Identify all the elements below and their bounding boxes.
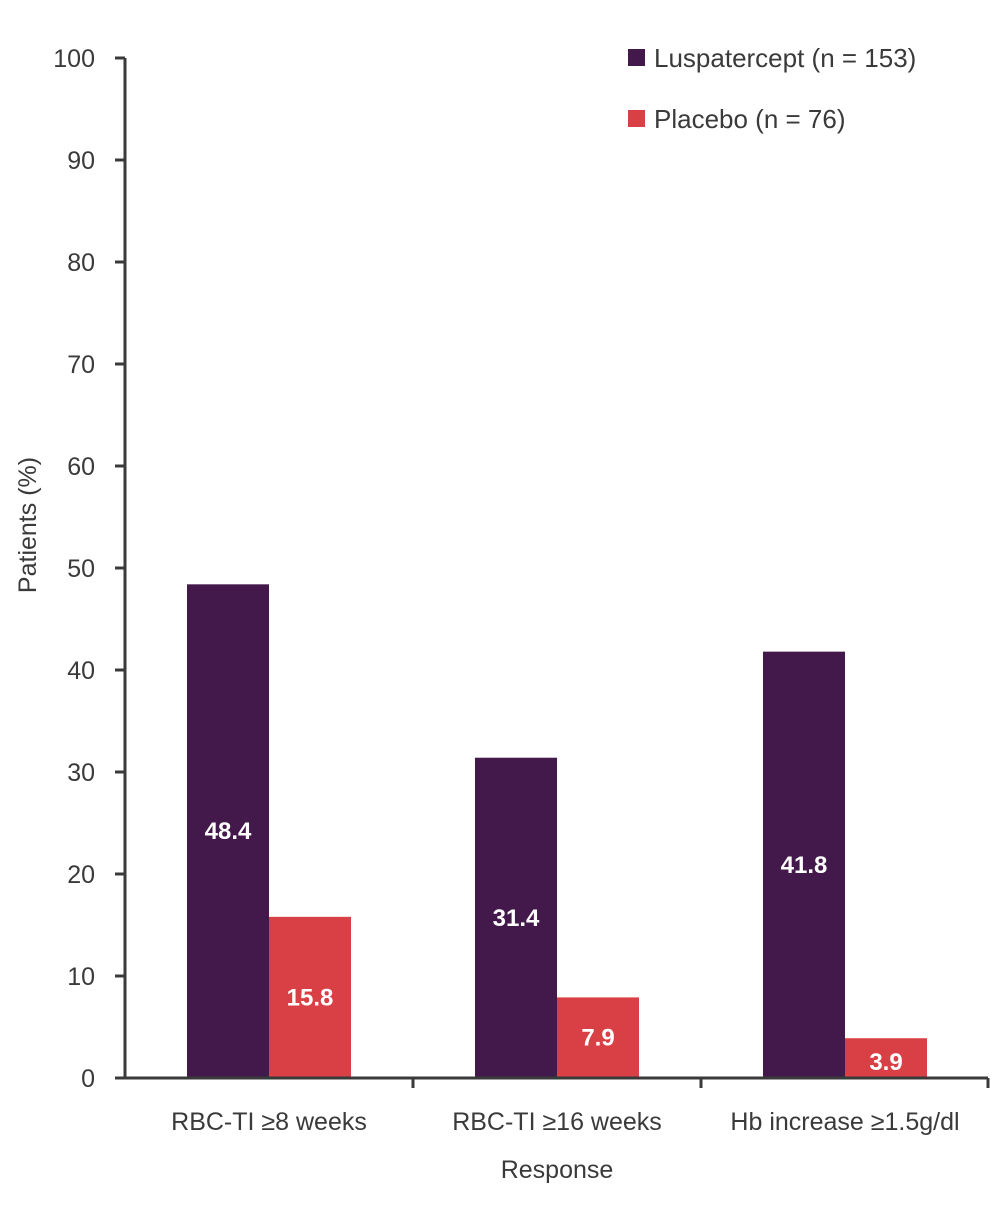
legend: Luspatercept (n = 153) Placebo (n = 76) — [628, 43, 916, 134]
bar-luspatercept — [763, 651, 845, 1078]
bar-value-label: 3.9 — [869, 1049, 902, 1076]
category-label: RBC-TI ≥16 weeks — [452, 1108, 662, 1136]
y-tick-label: 80 — [67, 249, 95, 277]
category-label: RBC-TI ≥8 weeks — [171, 1108, 367, 1136]
bar-labels-group: 48.4 15.8 31.4 7.9 41.8 3.9 — [205, 818, 903, 1076]
legend-label: Luspatercept (n = 153) — [654, 43, 916, 73]
y-tick-label: 10 — [67, 963, 95, 991]
legend-swatch — [628, 49, 645, 66]
legend-swatch — [628, 110, 645, 127]
bar-value-label: 7.9 — [581, 1025, 614, 1052]
category-labels-group: RBC-TI ≥8 weeks RBC-TI ≥16 weeks Hb increa… — [171, 1108, 959, 1136]
bar-placebo — [269, 916, 351, 1078]
bar-luspatercept — [187, 584, 269, 1078]
bar-value-label: 41.8 — [781, 852, 828, 879]
legend-item-placebo: Placebo (n = 76) — [628, 104, 846, 134]
bar-value-label: 48.4 — [205, 818, 252, 845]
x-ticks-group — [411, 1078, 990, 1088]
bars-group — [187, 584, 927, 1078]
y-tick-label: 90 — [67, 147, 95, 175]
legend-item-luspatercept: Luspatercept (n = 153) — [628, 43, 916, 73]
bar-value-label: 15.8 — [287, 984, 334, 1011]
y-ticks-group: 0 10 20 30 40 50 60 70 80 90 100 — [53, 45, 125, 1093]
bar-placebo — [845, 1038, 927, 1078]
y-tick-label: 40 — [67, 657, 95, 685]
bar-value-label: 31.4 — [493, 905, 540, 932]
y-tick-label: 50 — [67, 555, 95, 583]
y-tick-label: 60 — [67, 453, 95, 481]
y-tick-label: 100 — [53, 45, 95, 73]
y-tick-label: 30 — [67, 759, 95, 787]
y-tick-label: 20 — [67, 861, 95, 889]
legend-label: Placebo (n = 76) — [654, 104, 846, 134]
bar-placebo — [557, 997, 639, 1078]
y-tick-label: 0 — [81, 1065, 95, 1093]
x-axis-title: Response — [501, 1156, 614, 1184]
category-label: Hb increase ≥1.5g/dl — [730, 1108, 959, 1136]
y-axis-title: Patients (%) — [14, 457, 42, 593]
bar-luspatercept — [475, 757, 557, 1078]
y-tick-label: 70 — [67, 351, 95, 379]
